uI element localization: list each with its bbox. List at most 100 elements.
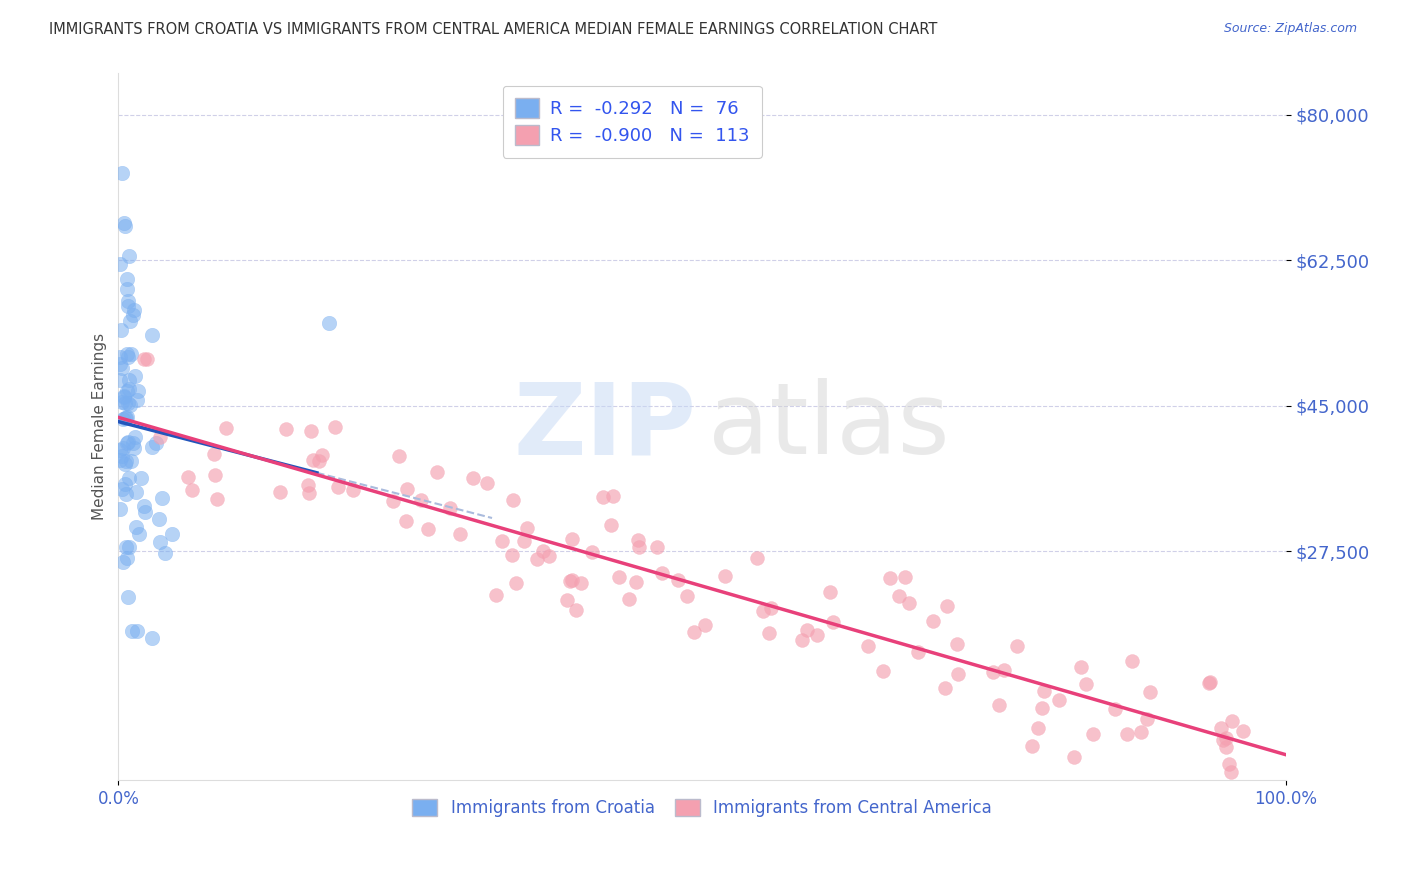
Point	[111, 412, 134, 426]
Point	[396, 482, 419, 496]
Point	[204, 468, 226, 483]
Point	[526, 552, 548, 566]
Point	[117, 591, 139, 605]
Point	[1049, 693, 1071, 707]
Point	[149, 535, 172, 549]
Point	[117, 293, 139, 308]
Point	[988, 698, 1011, 713]
Point	[651, 566, 673, 580]
Point	[132, 499, 155, 513]
Point	[141, 440, 163, 454]
Point	[108, 443, 131, 458]
Point	[1121, 654, 1143, 668]
Point	[475, 476, 498, 491]
Point	[1198, 676, 1220, 690]
Point	[127, 384, 149, 398]
Point	[122, 441, 145, 455]
Point	[1220, 714, 1243, 729]
Point	[872, 664, 894, 678]
Point	[602, 490, 624, 504]
Point	[110, 357, 132, 371]
Legend: Immigrants from Croatia, Immigrants from Central America: Immigrants from Croatia, Immigrants from…	[404, 790, 1000, 825]
Point	[561, 573, 583, 587]
Point	[806, 628, 828, 642]
Point	[449, 526, 471, 541]
Point	[1219, 764, 1241, 779]
Point	[125, 520, 148, 534]
Point	[205, 491, 228, 506]
Point	[426, 465, 449, 479]
Point	[112, 389, 135, 403]
Point	[117, 410, 139, 425]
Point	[276, 422, 298, 436]
Point	[1130, 725, 1153, 739]
Point	[1104, 702, 1126, 716]
Point	[181, 483, 204, 497]
Point	[115, 411, 138, 425]
Point	[1115, 727, 1137, 741]
Point	[647, 540, 669, 554]
Point	[177, 470, 200, 484]
Point	[894, 570, 917, 584]
Point	[751, 604, 773, 618]
Point	[115, 271, 138, 285]
Point	[117, 350, 139, 364]
Text: IMMIGRANTS FROM CROATIA VS IMMIGRANTS FROM CENTRAL AMERICA MEDIAN FEMALE EARNING: IMMIGRANTS FROM CROATIA VS IMMIGRANTS FR…	[49, 22, 938, 37]
Point	[388, 449, 411, 463]
Point	[121, 435, 143, 450]
Point	[1215, 731, 1237, 746]
Point	[302, 453, 325, 467]
Point	[124, 302, 146, 317]
Point	[122, 309, 145, 323]
Point	[118, 471, 141, 485]
Point	[114, 395, 136, 409]
Point	[936, 599, 959, 614]
Point	[513, 534, 536, 549]
Point	[323, 420, 346, 434]
Point	[141, 631, 163, 645]
Point	[418, 523, 440, 537]
Point	[1063, 749, 1085, 764]
Point	[114, 219, 136, 233]
Point	[114, 457, 136, 471]
Point	[1212, 732, 1234, 747]
Point	[993, 663, 1015, 677]
Point	[607, 570, 630, 584]
Point	[856, 640, 879, 654]
Point	[115, 453, 138, 467]
Point	[124, 430, 146, 444]
Point	[823, 615, 845, 629]
Point	[1032, 683, 1054, 698]
Point	[1081, 727, 1104, 741]
Point	[118, 382, 141, 396]
Point	[948, 667, 970, 681]
Point	[887, 589, 910, 603]
Point	[112, 441, 135, 455]
Point	[160, 526, 183, 541]
Point	[796, 623, 818, 637]
Point	[311, 448, 333, 462]
Point	[1215, 740, 1237, 755]
Point	[117, 299, 139, 313]
Point	[592, 490, 614, 504]
Point	[269, 484, 291, 499]
Point	[118, 541, 141, 555]
Point	[149, 430, 172, 444]
Point	[115, 541, 138, 555]
Point	[114, 411, 136, 425]
Point	[111, 395, 134, 409]
Point	[485, 588, 508, 602]
Point	[128, 526, 150, 541]
Point	[308, 453, 330, 467]
Point	[1198, 674, 1220, 689]
Point	[533, 544, 555, 558]
Point	[111, 555, 134, 569]
Point	[461, 470, 484, 484]
Point	[818, 585, 841, 599]
Point	[627, 533, 650, 548]
Point	[1218, 757, 1240, 772]
Y-axis label: Median Female Earnings: Median Female Earnings	[93, 333, 107, 520]
Point	[114, 477, 136, 491]
Point	[118, 314, 141, 328]
Text: atlas: atlas	[709, 378, 949, 475]
